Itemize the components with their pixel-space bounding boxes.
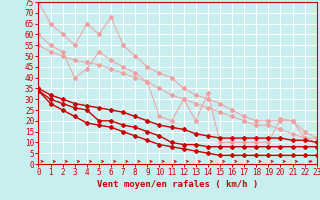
X-axis label: Vent moyen/en rafales ( km/h ): Vent moyen/en rafales ( km/h ) bbox=[97, 180, 258, 189]
